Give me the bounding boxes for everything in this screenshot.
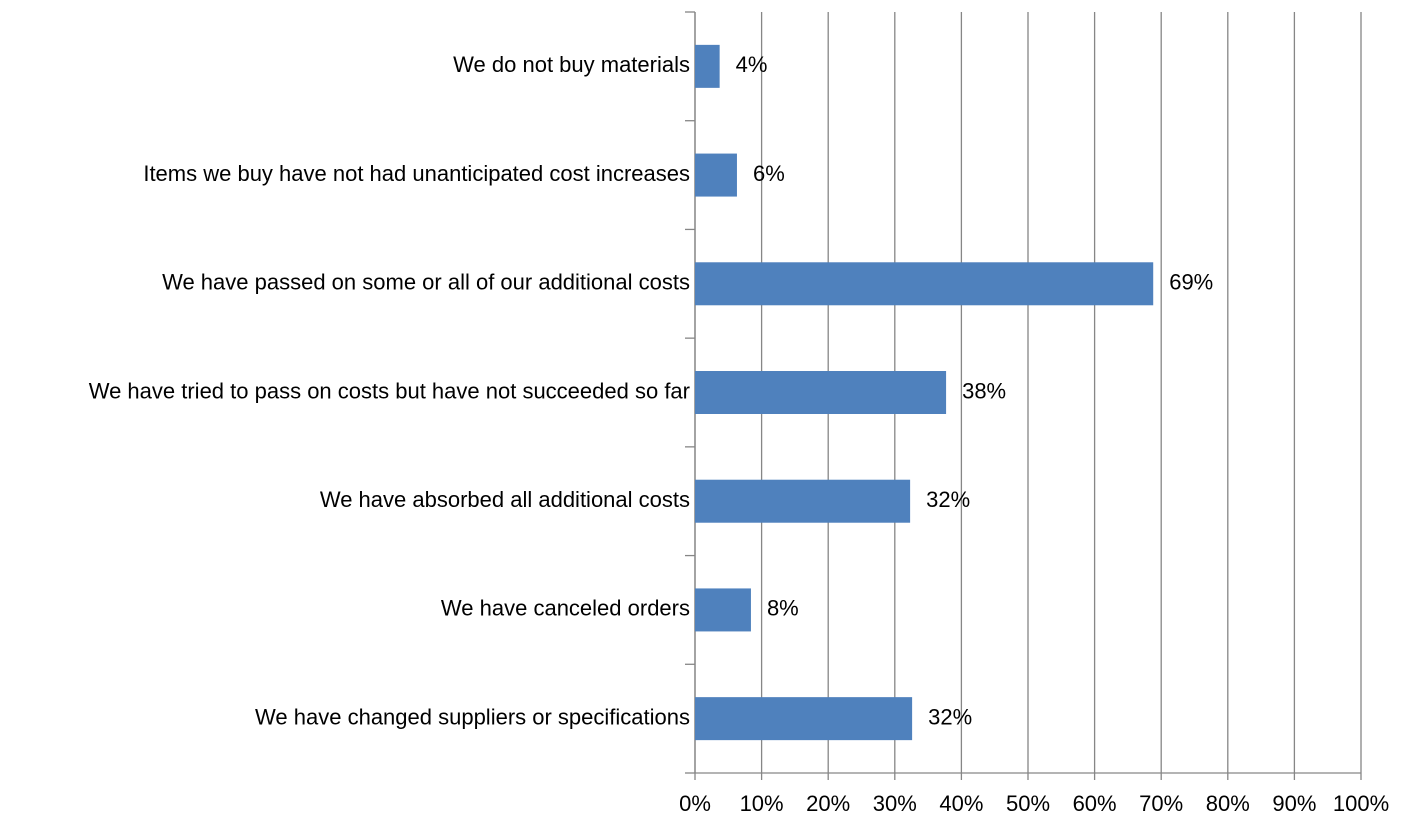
y-tick-label: We have changed suppliers or specificati… [255, 704, 690, 729]
bar [695, 371, 947, 414]
bar [695, 697, 913, 741]
x-tick-label: 0% [679, 791, 711, 816]
data-label: 32% [928, 704, 972, 729]
x-tick-label: 30% [873, 791, 917, 816]
y-tick-label: We do not buy materials [453, 52, 690, 77]
data-label: 4% [736, 52, 768, 77]
x-tick-label: 20% [806, 791, 850, 816]
data-label: 8% [767, 596, 799, 621]
y-tick-label: We have passed on some or all of our add… [162, 270, 690, 295]
y-tick-label: Items we buy have not had unanticipated … [143, 161, 690, 186]
bar [695, 479, 911, 523]
x-tick-label: 100% [1333, 791, 1389, 816]
x-tick-label: 50% [1006, 791, 1050, 816]
y-tick-label: We have absorbed all additional costs [320, 487, 690, 512]
bar [695, 153, 737, 197]
data-label: 32% [926, 487, 970, 512]
x-tick-label: 70% [1139, 791, 1183, 816]
x-tick-label: 10% [740, 791, 784, 816]
x-tick-label: 90% [1272, 791, 1316, 816]
y-tick-label: We have canceled orders [441, 596, 690, 621]
bar [695, 588, 751, 632]
data-label: 6% [753, 161, 785, 186]
data-label: 69% [1169, 270, 1213, 295]
x-tick-label: 80% [1206, 791, 1250, 816]
x-tick-label: 60% [1073, 791, 1117, 816]
x-tick-label: 40% [939, 791, 983, 816]
bar [695, 44, 720, 88]
bar [695, 262, 1154, 306]
y-tick-label: We have tried to pass on costs but have … [89, 378, 690, 403]
data-label: 38% [962, 378, 1006, 403]
